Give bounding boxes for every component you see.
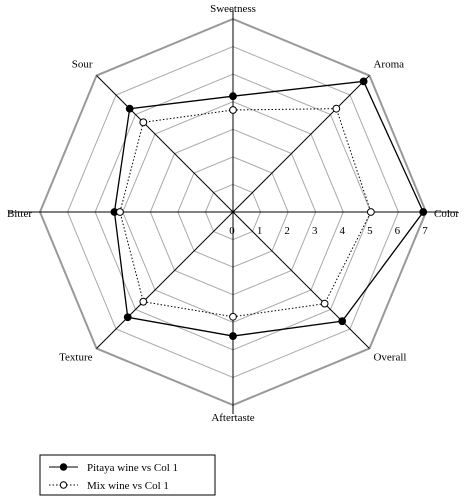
axis-label-bitter: Bitter (7, 208, 32, 220)
axis-line-sour (96, 75, 234, 213)
data-point-pitaya-sweetness (229, 92, 237, 101)
data-point-pitaya-overall (338, 317, 347, 326)
axis-lines (8, 10, 458, 414)
axis-line-aroma (232, 75, 370, 213)
series-line-mix (119, 108, 372, 318)
axis-line-texture (96, 211, 234, 349)
axis-labels: Sweetness Aroma Color Overall Aftertaste Text… (7, 3, 459, 424)
data-point-pitaya-color (419, 208, 428, 216)
series-layer (110, 77, 428, 340)
legend-item-pitaya: Pitaya wine vs Col 1 (49, 462, 178, 474)
tick-label-2: 2 (284, 225, 290, 237)
data-point-pitaya-sour (125, 104, 134, 113)
axis-label-color: Color (434, 208, 459, 220)
axis-label-sweetness: Sweetness (210, 3, 256, 15)
tick-label-6: 6 (395, 225, 401, 237)
axis-label-texture: Texture (59, 351, 93, 363)
legend-label-pitaya: Pitaya wine vs Col 1 (87, 462, 178, 474)
data-point-mix-sour (139, 118, 148, 127)
tick-label-5: 5 (367, 225, 373, 237)
legend-marker-mix (59, 481, 68, 489)
axis-label-overall: Overall (373, 351, 406, 363)
axis-label-aroma: Aroma (373, 59, 404, 71)
axis-line-overall (232, 211, 370, 349)
data-point-pitaya-texture (123, 313, 132, 322)
data-point-mix-aftertaste (229, 312, 237, 321)
legend: Pitaya wine vs Col 1 Mix wine vs Col 1 (39, 454, 216, 496)
legend-box (39, 454, 216, 496)
legend-label-mix: Mix wine vs Col 1 (87, 480, 169, 492)
axis-label-sour: Sour (72, 59, 93, 71)
legend-marker-pitaya (59, 463, 68, 471)
tick-label-1: 1 (257, 225, 263, 237)
data-point-mix-overall (320, 299, 329, 308)
data-point-mix-texture (139, 297, 148, 306)
tick-label-3: 3 (312, 225, 318, 237)
tick-label-7: 7 (422, 225, 428, 237)
data-point-mix-color (366, 208, 375, 216)
data-point-mix-sweetness (229, 106, 237, 114)
data-point-pitaya-aftertaste (229, 332, 237, 340)
axis-label-aftertaste: Aftertaste (211, 412, 254, 424)
tick-labels: 0 1 2 3 4 5 6 7 (229, 225, 428, 237)
tick-label-4: 4 (340, 225, 346, 237)
legend-item-mix: Mix wine vs Col 1 (49, 480, 169, 492)
tick-label-0: 0 (229, 225, 235, 237)
data-point-mix-aroma (332, 104, 341, 113)
data-point-mix-bitter (116, 208, 124, 216)
data-point-pitaya-aroma (359, 77, 368, 86)
